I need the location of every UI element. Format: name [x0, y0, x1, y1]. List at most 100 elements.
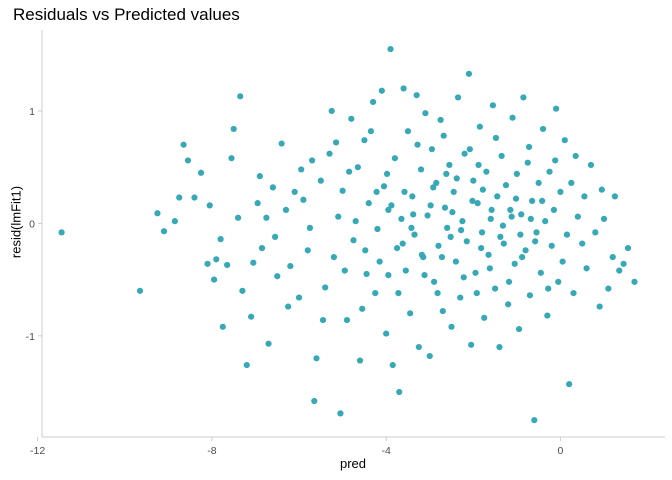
data-point: [492, 134, 500, 142]
data-point: [287, 263, 294, 270]
data-point: [555, 278, 562, 285]
data-point: [463, 238, 470, 245]
data-point: [572, 152, 579, 160]
data-point: [533, 229, 540, 236]
data-point: [180, 141, 187, 148]
data-point: [350, 237, 357, 244]
data-point: [476, 123, 483, 130]
data-point: [542, 218, 549, 225]
data-point: [434, 289, 441, 297]
data-point: [546, 168, 553, 175]
data-point: [197, 169, 205, 176]
axes: -12 -8 -4 0 -1 0 1: [26, 30, 665, 457]
data-point: [282, 206, 290, 213]
data-point: [568, 179, 575, 187]
data-point: [298, 166, 305, 173]
data-point: [433, 179, 440, 187]
data-point: [393, 245, 401, 252]
data-point: [415, 343, 422, 351]
data-point: [449, 209, 456, 216]
data-point: [256, 173, 263, 180]
data-point: [389, 361, 396, 369]
data-point: [263, 214, 270, 221]
data-point: [407, 310, 414, 317]
data-point: [468, 341, 475, 348]
data-point: [399, 240, 406, 247]
data-point: [616, 267, 623, 274]
data-point: [531, 417, 538, 424]
data-point: [378, 87, 385, 94]
data-point: [234, 214, 242, 221]
data-point: [539, 197, 546, 204]
data-point: [439, 307, 446, 315]
data-point: [478, 229, 486, 236]
data-point: [539, 125, 547, 133]
data-point: [417, 166, 425, 173]
data-point: [335, 213, 342, 220]
data-points: [58, 46, 638, 424]
data-point: [491, 285, 499, 292]
data-point: [380, 183, 388, 190]
data-point: [337, 410, 344, 417]
data-point: [559, 258, 566, 265]
data-point: [367, 128, 375, 135]
data-point: [354, 164, 361, 171]
data-point: [458, 227, 465, 234]
data-point: [58, 229, 65, 236]
data-point: [428, 146, 436, 153]
data-point: [452, 258, 459, 265]
data-point: [313, 355, 320, 362]
data-point: [383, 330, 390, 337]
data-point: [624, 245, 632, 252]
data-point: [213, 256, 220, 263]
data-point: [579, 240, 586, 247]
data-point: [363, 270, 370, 278]
data-point: [600, 215, 608, 222]
data-point: [383, 170, 391, 178]
data-point: [387, 46, 394, 53]
data-point: [513, 170, 520, 178]
data-point: [311, 397, 318, 405]
data-point: [517, 231, 524, 238]
data-point: [265, 340, 272, 347]
data-point: [587, 161, 595, 169]
data-point: [210, 276, 218, 283]
data-point: [430, 278, 438, 285]
data-point: [605, 285, 612, 292]
data-point: [488, 206, 495, 213]
data-point: [500, 240, 507, 247]
data-point: [486, 265, 493, 272]
data-point: [441, 204, 449, 211]
x-tick-label: 0: [558, 445, 564, 457]
data-point: [408, 224, 415, 231]
data-point: [472, 269, 479, 276]
data-point: [328, 107, 335, 115]
x-axis-label: pred: [339, 456, 367, 471]
data-point: [473, 289, 480, 297]
data-point: [206, 202, 213, 209]
chart-title: Residuals vs Predicted values: [13, 5, 240, 24]
data-point: [454, 94, 462, 101]
data-point: [574, 213, 581, 220]
data-point: [421, 271, 428, 279]
data-point: [326, 150, 333, 157]
data-point: [479, 186, 486, 193]
data-point: [502, 182, 510, 189]
data-point: [217, 236, 224, 243]
data-point: [461, 150, 468, 157]
data-point: [475, 161, 482, 169]
data-point: [548, 242, 555, 249]
data-point: [160, 228, 168, 235]
data-point: [239, 287, 246, 294]
data-point: [469, 197, 476, 204]
data-point: [396, 388, 403, 396]
data-point: [300, 196, 307, 203]
data-point: [322, 284, 329, 291]
data-point: [498, 152, 505, 160]
data-point: [525, 143, 533, 151]
data-point: [483, 168, 490, 175]
data-point: [552, 157, 559, 164]
data-point: [361, 137, 368, 144]
data-point: [499, 222, 507, 229]
